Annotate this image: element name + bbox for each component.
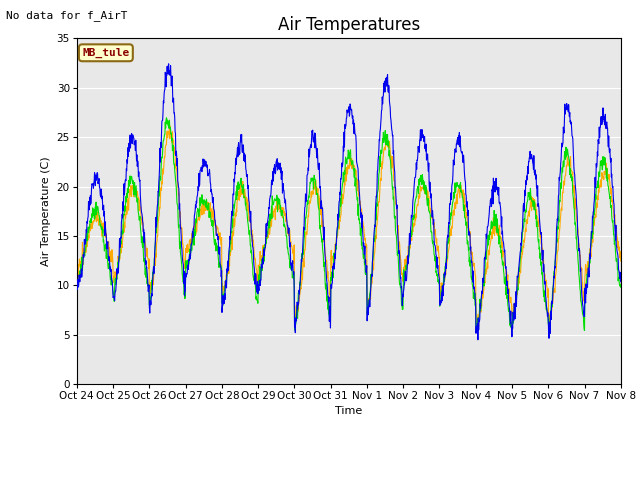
Y-axis label: Air Temperature (C): Air Temperature (C) [41,156,51,266]
Text: No data for f_AirT: No data for f_AirT [6,10,128,21]
X-axis label: Time: Time [335,407,362,417]
Title: Air Temperatures: Air Temperatures [278,16,420,34]
Text: MB_tule: MB_tule [82,48,129,58]
